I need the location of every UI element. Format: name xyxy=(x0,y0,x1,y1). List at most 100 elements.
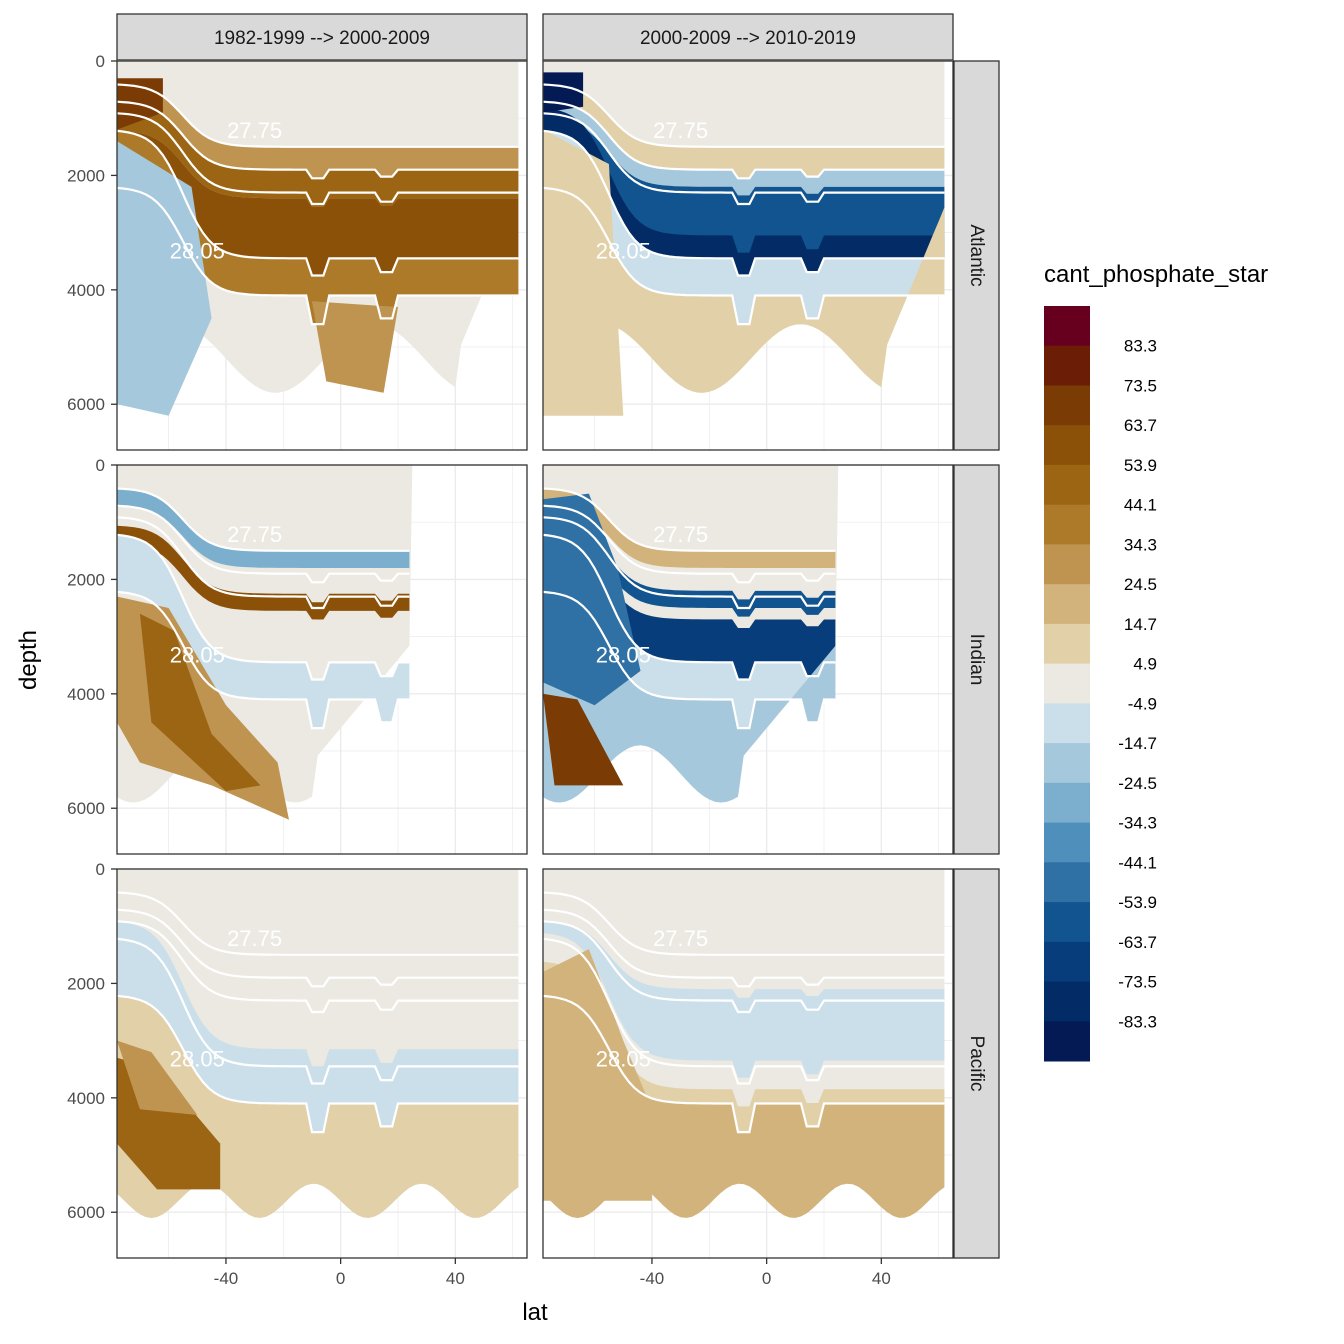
field-patch xyxy=(312,301,398,393)
isopycnal-line xyxy=(117,590,410,730)
facet-strips: 1982-1999 --> 2000-2009 2000-2009 --> 201… xyxy=(116,13,1000,1259)
column-strip xyxy=(116,13,528,61)
legend-swatch xyxy=(1044,544,1090,585)
isopycnal-line xyxy=(117,504,410,584)
panel-fields: 27.75 28.05 xyxy=(543,465,839,803)
isopycnal-line xyxy=(117,994,519,1134)
field-band xyxy=(117,130,519,325)
panel-atlantic-2: 27.75 28.05 xyxy=(542,60,954,451)
legend-label: 63.7 xyxy=(1124,416,1157,435)
isopycnal-line xyxy=(543,994,945,1134)
y-tick-label: 6000 xyxy=(67,1203,105,1222)
field-band xyxy=(117,130,519,276)
isopycnal-line xyxy=(117,908,519,988)
field-band xyxy=(117,921,519,1133)
field-band xyxy=(543,534,836,729)
panel-indian-2: 27.75 28.05 xyxy=(542,464,954,855)
contour-label-2775: 27.75 xyxy=(653,926,708,951)
legend-swatch xyxy=(1044,782,1090,823)
contour-label-2805: 28.05 xyxy=(596,238,651,263)
contour-label-2805: 28.05 xyxy=(596,642,651,667)
panel-fields: 27.75 28.05 xyxy=(117,61,519,416)
legend-label: 73.5 xyxy=(1124,377,1157,396)
field-patch xyxy=(543,72,584,113)
legend: cant_phosphate_star 83.3 73.5 63.7 53.9 44.1 3… xyxy=(1044,261,1268,1062)
legend-swatch xyxy=(1044,703,1090,744)
x-tick-label: -40 xyxy=(640,1269,665,1288)
facet-panels: 27.75 28.05 27.75 28.05 27.75 28.05 27.75 28.05… xyxy=(116,60,954,1259)
legend-label: 4.9 xyxy=(1133,655,1157,674)
field-band xyxy=(543,522,836,617)
field-band xyxy=(543,591,836,803)
legend-label: -14.7 xyxy=(1118,734,1157,753)
isopycnal-line xyxy=(117,533,410,681)
field-band xyxy=(117,101,519,207)
field-band xyxy=(543,101,945,196)
legend-label: -73.5 xyxy=(1118,973,1157,992)
isopycnal-line xyxy=(543,504,836,584)
field-band xyxy=(543,108,945,276)
x-axis-title: lat xyxy=(522,1299,548,1326)
field-patch xyxy=(117,204,183,382)
legend-label: -53.9 xyxy=(1118,893,1157,912)
y-tick-label: 6000 xyxy=(67,395,105,414)
y-tick-label: 0 xyxy=(96,52,105,71)
isopycnal-line xyxy=(543,516,836,610)
isopycnal-line xyxy=(543,129,945,277)
panel-border xyxy=(116,868,528,1259)
isopycnal-line xyxy=(117,129,519,277)
isopycnal-line xyxy=(117,112,519,206)
legend-swatch xyxy=(1044,1021,1090,1062)
isopycnal-line xyxy=(117,937,519,1085)
y-axis-title: depth xyxy=(15,630,42,690)
field-patch xyxy=(117,1040,198,1115)
isopycnal-line xyxy=(543,112,945,206)
legend-label: 44.1 xyxy=(1124,496,1157,515)
legend-swatch xyxy=(1044,584,1090,625)
panel-pacific-2: 27.75 28.05 xyxy=(542,868,954,1259)
x-tick-label: 0 xyxy=(762,1269,771,1288)
legend-swatch xyxy=(1044,981,1090,1022)
legend-label: -83.3 xyxy=(1118,1012,1157,1031)
isopycnal-line xyxy=(117,920,519,1014)
x-tick-label: 40 xyxy=(446,1269,465,1288)
legend-label: -34.3 xyxy=(1118,814,1157,833)
field-band xyxy=(543,921,945,1078)
legend-label: 53.9 xyxy=(1124,456,1157,475)
legend-label: 14.7 xyxy=(1124,615,1157,634)
isopycnal-line xyxy=(117,186,519,326)
legend-swatch xyxy=(1044,464,1090,506)
legend-label: -63.7 xyxy=(1118,933,1157,952)
contour-label-2805: 28.05 xyxy=(170,238,225,263)
legend-swatch xyxy=(1044,663,1090,704)
isopycnal-line xyxy=(543,100,945,180)
row-strip-label: Pacific xyxy=(966,1036,987,1092)
field-band xyxy=(117,534,410,729)
y-tick-label: 0 xyxy=(96,860,105,879)
panel-border xyxy=(542,464,954,855)
y-tick-label: 2000 xyxy=(67,570,105,589)
y-tick-label: 0 xyxy=(96,456,105,475)
legend-swatch xyxy=(1044,822,1090,863)
contour-label-2805: 28.05 xyxy=(170,1046,225,1071)
legend-swatch xyxy=(1044,743,1090,784)
row-strip xyxy=(953,60,1000,451)
isopycnal-line xyxy=(543,83,945,148)
contour-label-2775: 27.75 xyxy=(227,118,282,143)
legend-title: cant_phosphate_star xyxy=(1044,261,1268,288)
column-strip-label: 1982-1999 --> 2000-2009 xyxy=(214,28,430,49)
row-strip-label: Atlantic xyxy=(966,224,987,286)
legend-label: 83.3 xyxy=(1124,337,1157,356)
y-tick-label: 4000 xyxy=(67,1089,105,1108)
x-tick-label: 0 xyxy=(336,1269,345,1288)
field-band xyxy=(543,534,836,680)
panel-border xyxy=(116,60,528,451)
isopycnal-line xyxy=(117,83,519,148)
isopycnal-line xyxy=(117,516,410,610)
isopycnal-line xyxy=(543,590,836,730)
panel-border xyxy=(542,60,954,451)
legend-swatch xyxy=(1044,623,1090,665)
field-band xyxy=(117,488,410,568)
isopycnal-line xyxy=(543,937,945,1085)
legend-swatch xyxy=(1044,425,1090,466)
